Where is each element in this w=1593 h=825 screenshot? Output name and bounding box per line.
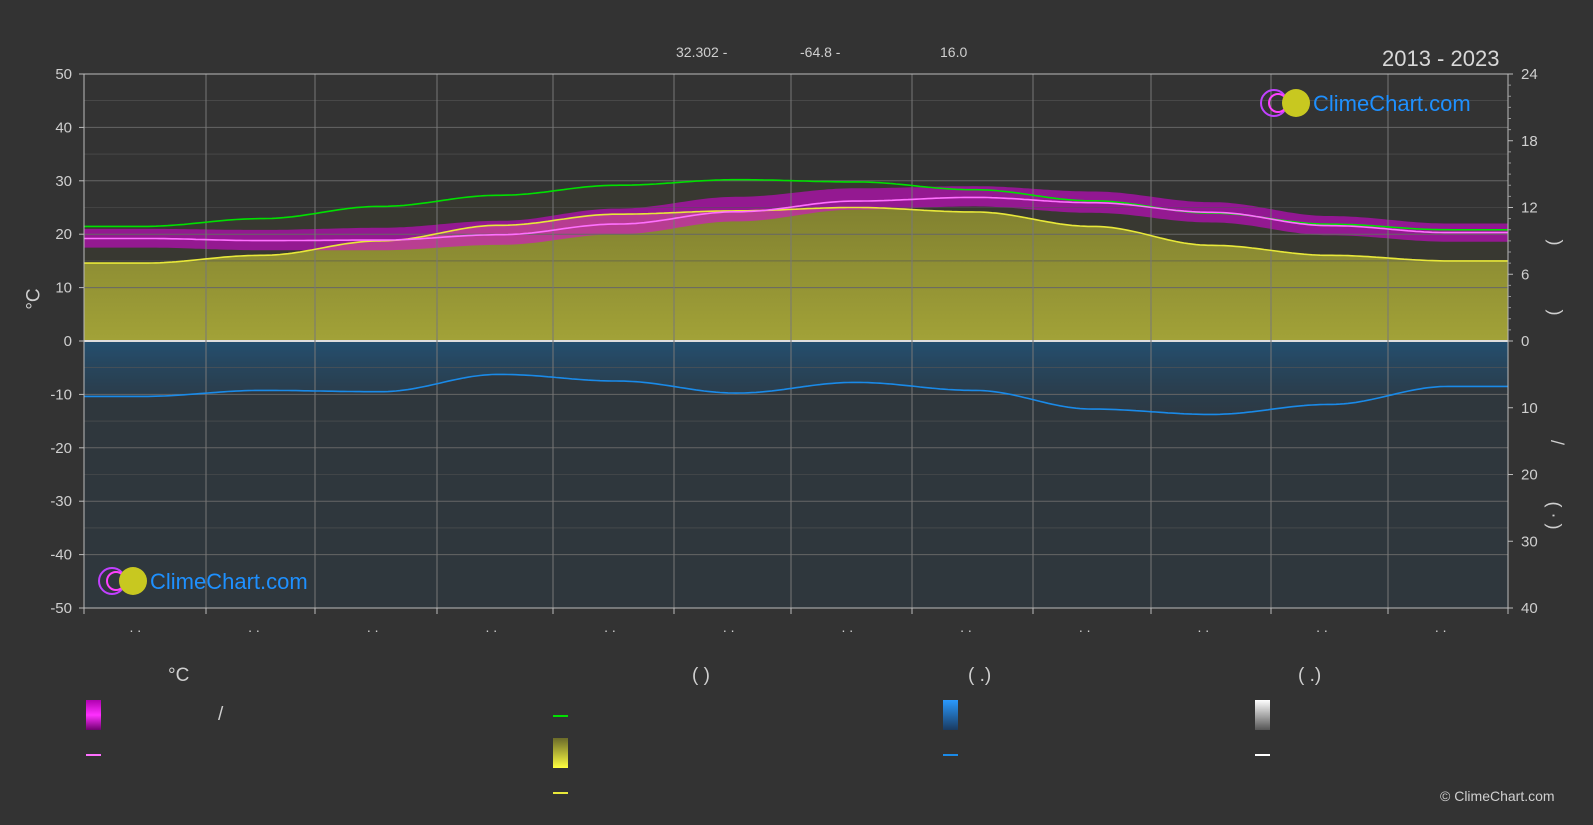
- month-label: . .: [1197, 619, 1209, 635]
- right-tick-label: 30: [1521, 533, 1538, 550]
- legend-snow-swatch: [1255, 700, 1270, 730]
- month-label: . .: [1435, 619, 1447, 635]
- chart-areas: [84, 179, 1508, 608]
- right-tick-label: 12: [1521, 200, 1538, 217]
- legend-rain-heading: ( .): [968, 665, 992, 686]
- left-tick-label: -30: [50, 493, 72, 510]
- right-axis-glyph-2: ): [1545, 309, 1566, 316]
- precip-line: [84, 373, 1508, 416]
- logo-icon-bottom: [98, 567, 147, 595]
- year-range: 2013 - 2023: [1382, 46, 1500, 71]
- longitude-text: -64.8 -: [800, 44, 841, 60]
- legend-sunshine-swatch: [553, 738, 568, 768]
- month-label: . .: [248, 619, 260, 635]
- right-tick-label: 10: [1521, 400, 1538, 417]
- sunshine-line: [84, 206, 1508, 264]
- logo-text-top[interactable]: ClimeChart.com: [1313, 91, 1471, 116]
- legend-snow-heading: ( .): [1298, 665, 1322, 686]
- legend-temp-heading: °C: [168, 665, 190, 686]
- left-tick-label: -50: [50, 600, 72, 617]
- chart-axes: 50 40 30 20 10 0 -10 -20 -30 -40 -50 24 18 12 6 0 10 20 30…: [50, 66, 1537, 635]
- right-tick-label: 18: [1521, 133, 1538, 150]
- left-tick-label: 10: [55, 280, 72, 297]
- elevation-text: 16.0: [940, 44, 968, 60]
- month-label: . .: [604, 619, 616, 635]
- left-tick-label: 20: [55, 226, 72, 243]
- copyright: © ClimeChart.com: [1440, 788, 1555, 804]
- left-tick-label: 50: [55, 66, 72, 83]
- right-tick-label: 0: [1521, 333, 1529, 350]
- month-label: . .: [129, 619, 141, 635]
- month-label: . .: [960, 619, 972, 635]
- right-tick-label: 6: [1521, 266, 1529, 283]
- logo-icon-top: [1260, 89, 1310, 117]
- month-label: . .: [485, 619, 497, 635]
- legend-temp-separator: /: [218, 704, 224, 725]
- legend-sun-heading: ( ): [692, 665, 710, 686]
- month-label: . .: [367, 619, 379, 635]
- right-tick-label: 20: [1521, 467, 1538, 484]
- legend-precip-swatch: [943, 700, 958, 730]
- right-axis-slash: /: [1547, 439, 1568, 446]
- right-tick-label: 24: [1521, 66, 1538, 83]
- legend-temp-range-swatch: [86, 700, 101, 730]
- temp-avg-line: [84, 196, 1508, 242]
- right-axis-glyph-1: ): [1545, 239, 1566, 246]
- left-tick-label: -10: [50, 386, 72, 403]
- left-tick-label: -20: [50, 440, 72, 457]
- latitude-text: 32.302 -: [676, 44, 728, 60]
- chart-lines: [84, 178, 1508, 416]
- right-axis-paren: ( · ): [1544, 501, 1565, 530]
- month-label: . .: [841, 619, 853, 635]
- left-tick-label: 0: [64, 333, 72, 350]
- left-tick-label: 40: [55, 119, 72, 136]
- left-tick-label: 30: [55, 173, 72, 190]
- month-label: . .: [1079, 619, 1091, 635]
- left-axis-label: °C: [23, 288, 45, 310]
- month-label: . .: [723, 619, 735, 635]
- right-tick-label: 40: [1521, 600, 1538, 617]
- left-tick-label: -40: [50, 547, 72, 564]
- chart-grid: [83, 73, 1509, 609]
- precip-area: [84, 341, 1508, 415]
- logo-text-bottom[interactable]: ClimeChart.com: [150, 569, 308, 594]
- month-label: . .: [1316, 619, 1328, 635]
